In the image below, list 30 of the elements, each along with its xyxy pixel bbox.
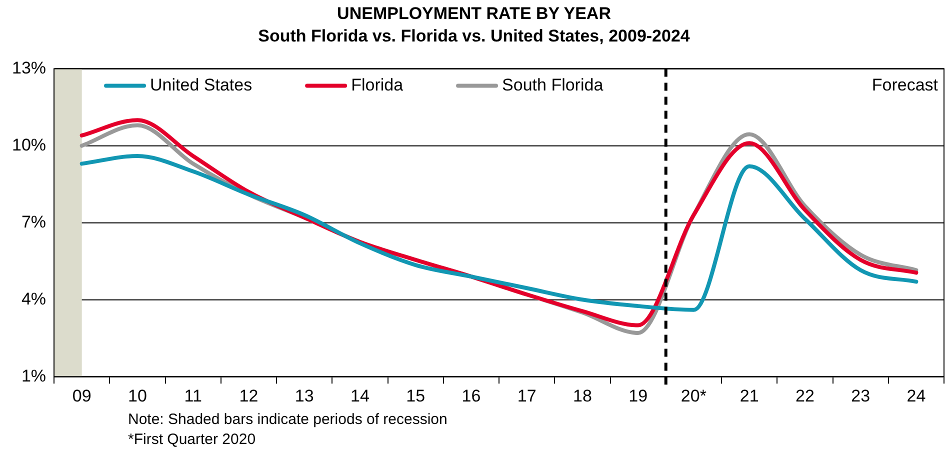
x-tick-label: 13	[294, 386, 314, 406]
y-tick-label: 7%	[21, 212, 46, 232]
x-tick-label: 23	[851, 386, 870, 406]
y-tick-label: 10%	[12, 135, 46, 154]
annotation: Forecast	[872, 75, 938, 94]
y-tick-label: 1%	[21, 366, 46, 386]
x-tick-label: 21	[740, 386, 759, 406]
x-tick-label: 18	[572, 386, 592, 406]
text: *First Quarter 2020	[128, 430, 257, 450]
x-tick-label: 19	[628, 386, 648, 406]
legend-label: United States	[150, 75, 252, 94]
legend-label: South Florida	[502, 75, 604, 94]
line-series	[80, 154, 918, 312]
x-tick-label: 09	[72, 386, 92, 406]
x-tick-label: 15	[406, 386, 426, 406]
x-tick-label: 16	[462, 386, 481, 406]
x-tick-label: 14	[350, 386, 370, 406]
x-tick-label: 10	[128, 386, 147, 406]
y-tick-label: 13%	[12, 58, 46, 78]
x-tick-label: 12	[239, 386, 258, 406]
text: Note: Shaded bars indicate periods of recession	[128, 410, 448, 430]
legend-label: Florida	[351, 75, 404, 94]
chart-title: UNEMPLOYMENT RATE BY YEAR	[337, 4, 611, 23]
chart-subtitle: South Florida vs. Florida vs. United States, 2009-2024	[258, 26, 690, 46]
x-tick-label: 20*	[680, 386, 707, 406]
x-tick-label: 17	[517, 386, 536, 406]
x-tick-label: 11	[184, 386, 202, 406]
y-tick-label: 4%	[21, 289, 46, 308]
x-tick-label: 24	[906, 386, 926, 406]
x-tick-label: 22	[795, 386, 814, 406]
